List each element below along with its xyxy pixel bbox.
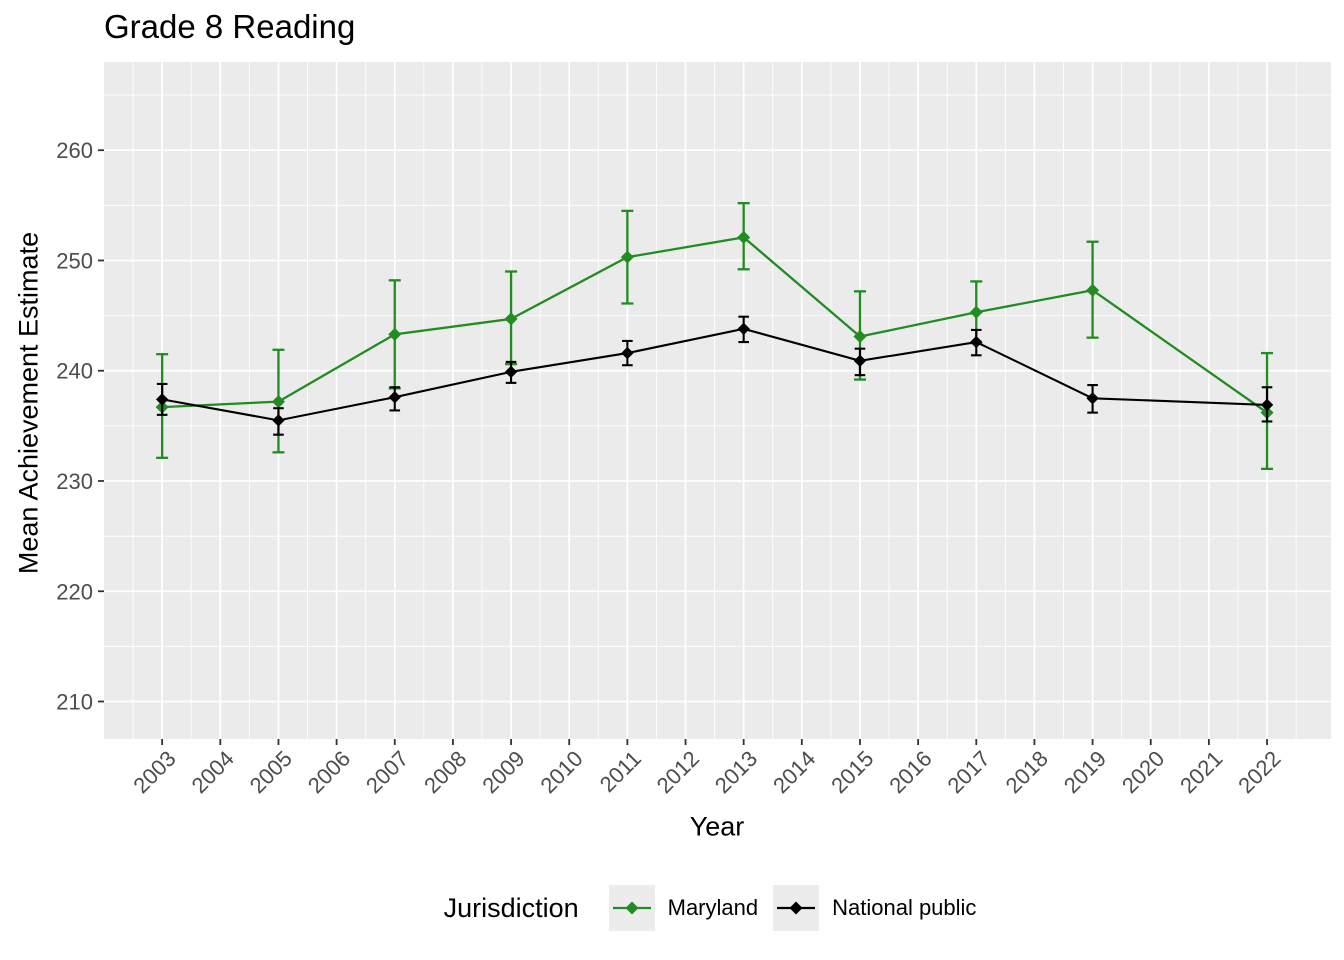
legend-key-maryland [608,885,655,931]
y-tick-label-210: 210 [56,690,93,715]
legend-sample-line-dot-icon [777,901,816,915]
x-tick-label-2015: 2015 [826,746,878,798]
legend-title: Jurisdiction [443,892,579,923]
data-point-national-public-2011 [621,346,634,360]
y-tick-label-250: 250 [56,248,93,273]
legend-sample-line-dot-icon [612,901,651,915]
data-point-maryland-2011 [620,250,634,264]
data-point-national-public-2017 [970,335,983,349]
x-tick-label-2021: 2021 [1175,746,1227,798]
x-tick-label-2014: 2014 [768,746,820,798]
data-point-national-public-2007 [388,390,401,404]
data-point-maryland-2009 [504,312,518,326]
data-point-national-public-2005 [272,414,285,427]
legend-label-national-public: National public [832,895,977,920]
data-point-maryland-2019 [1086,283,1100,297]
plot-title: Grade 8 Reading [104,8,356,45]
series-line-national-public [161,327,1268,422]
data-point-maryland-2007 [388,327,402,341]
x-tick-label-2020: 2020 [1117,746,1169,798]
data-point-maryland-2005 [271,395,285,409]
x-tick-label-2017: 2017 [943,746,995,798]
x-tick-label-2003: 2003 [128,746,180,798]
legend-label-maryland: Maryland [667,895,759,920]
data-point-maryland-2013 [737,230,751,244]
y-tick-label-260: 260 [56,138,93,163]
y-tick-label-240: 240 [56,359,93,384]
x-tick-label-2011: 2011 [595,746,646,797]
x-tick-label-2006: 2006 [303,746,355,798]
data-point-national-public-2019 [1086,392,1099,405]
x-tick-label-2008: 2008 [419,746,471,798]
y-tick-label-220: 220 [56,579,93,604]
x-tick-label-2018: 2018 [1001,746,1053,798]
legend-entry-national-public: National public [773,885,976,931]
data-point-national-public-2003 [155,393,169,406]
x-axis-title: Year [689,811,745,842]
x-tick-label-2016: 2016 [884,746,936,798]
legend-key-national-public [773,885,820,931]
x-tick-label-2010: 2010 [535,746,587,798]
x-tick-label-2009: 2009 [477,746,529,798]
y-axis-title: Mean Achievement Estimate [13,231,44,575]
data-point-maryland-2017 [969,305,983,319]
series-line-maryland [162,236,1268,414]
x-tick-label-2004: 2004 [187,746,239,798]
x-tick-label-2013: 2013 [710,746,762,798]
y-tick-label-230: 230 [56,469,93,494]
legend: Jurisdiction Maryland National public [104,884,1331,932]
x-tick-label-2005: 2005 [245,746,297,798]
data-point-national-public-2009 [504,365,518,379]
data-point-national-public-2013 [737,322,750,336]
legend-entry-maryland: Maryland [608,885,759,931]
x-tick-label-2007: 2007 [361,746,413,798]
data-point-national-public-2022 [1260,398,1274,412]
data-point-maryland-2015 [853,330,867,344]
x-tick-label-2019: 2019 [1059,746,1111,798]
data-point-national-public-2015 [853,354,867,368]
x-tick-label-2022: 2022 [1233,746,1285,798]
x-tick-label-2012: 2012 [652,746,704,798]
